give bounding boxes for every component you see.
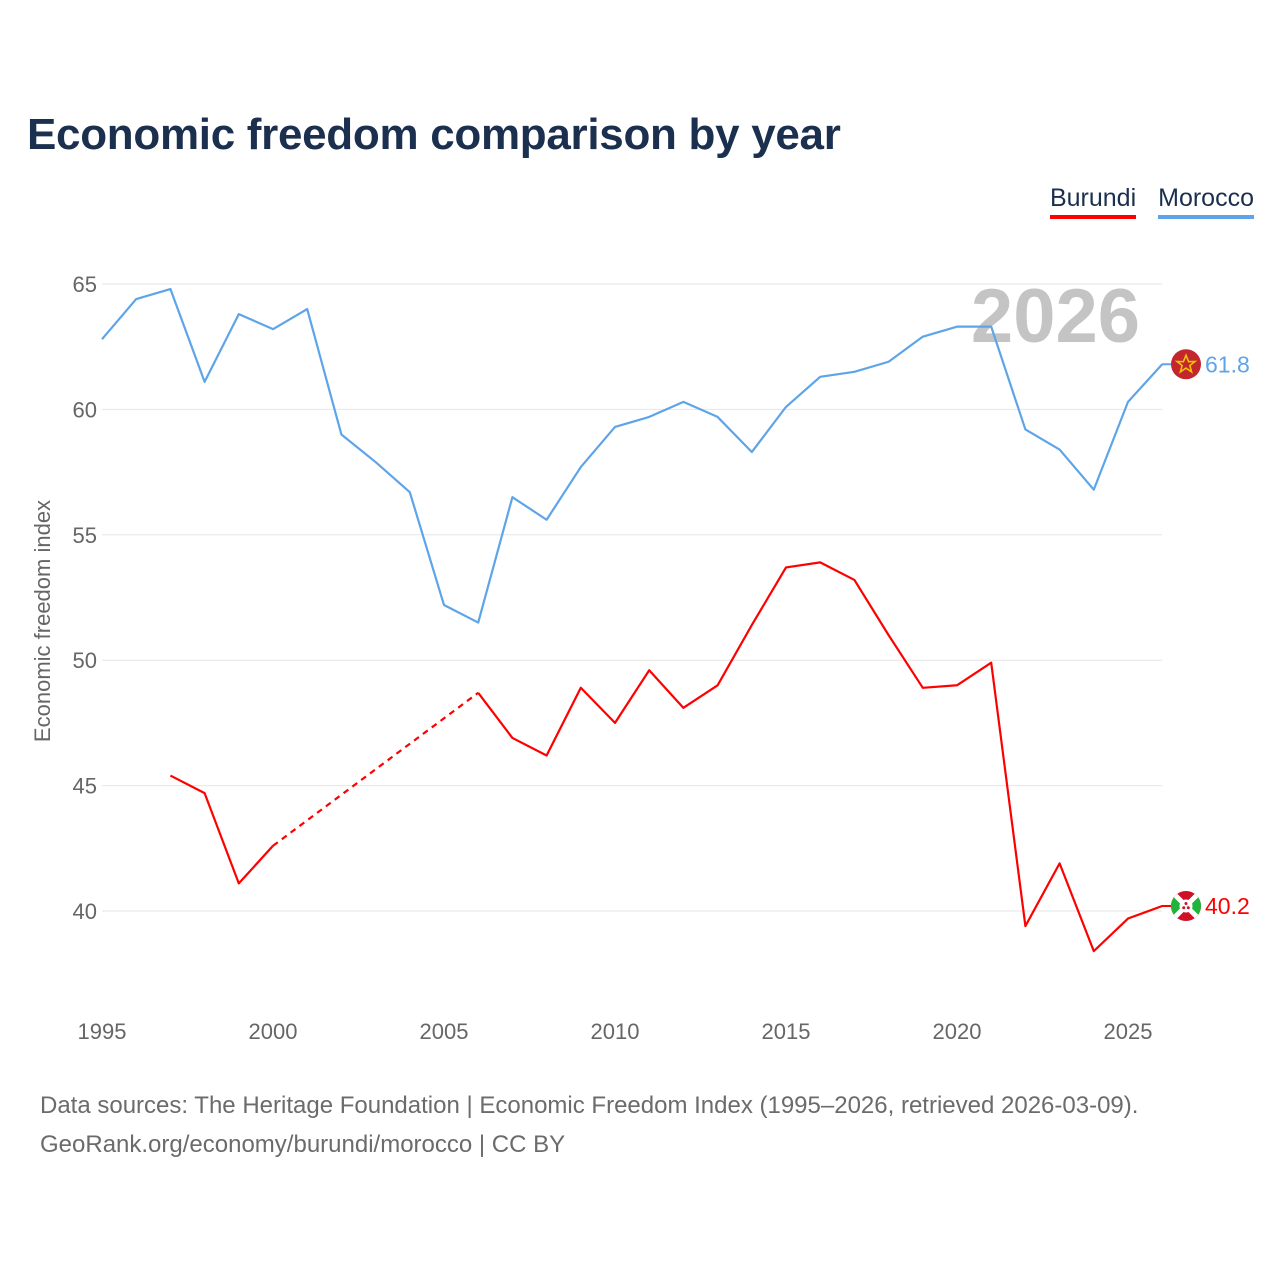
- flag-star: [1174, 353, 1198, 374]
- flag-star: [1182, 906, 1186, 910]
- chart-title: Economic freedom comparison by year: [27, 110, 841, 159]
- y-tick-label: 40: [73, 899, 97, 924]
- series-line-burundi: [477, 561, 1163, 953]
- x-tick-label: 2020: [933, 1019, 982, 1044]
- legend: Burundi Morocco: [1049, 184, 1254, 219]
- x-tick-label: 2005: [420, 1019, 469, 1044]
- y-tick-label: 65: [73, 272, 97, 297]
- y-axis-label: Economic freedom index: [30, 500, 55, 742]
- x-tick-label: 2025: [1104, 1019, 1153, 1044]
- x-tick-label: 2010: [591, 1019, 640, 1044]
- flag-green-left: [1171, 890, 1186, 921]
- legend-item-burundi[interactable]: Burundi: [1049, 184, 1137, 219]
- source-link[interactable]: GeoRank.org/economy/burundi/morocco | CC…: [40, 1131, 566, 1158]
- x-tick-label: 1995: [78, 1019, 127, 1044]
- end-value-label-burundi: 40.2: [1205, 893, 1250, 919]
- flag-body: [1171, 890, 1201, 921]
- y-tick-label: 50: [73, 648, 97, 673]
- y-tick-label: 45: [73, 774, 97, 799]
- year-watermark: 2026: [971, 274, 1140, 359]
- flag-green-right: [1186, 890, 1201, 921]
- x-tick-label: 2015: [762, 1019, 811, 1044]
- y-tick-label: 60: [73, 397, 97, 422]
- series-line-morocco: [101, 287, 1164, 624]
- footer: Data sources: The Heritage Foundation | …: [40, 1086, 1138, 1164]
- series-gap-burundi: [272, 691, 479, 847]
- burundi-flag-icon: [1171, 890, 1201, 921]
- x-tick-label: 2000: [249, 1019, 298, 1044]
- flag-star: [1186, 906, 1190, 910]
- data-source: Data sources: The Heritage Foundation | …: [40, 1092, 1139, 1119]
- series-line-burundi: [169, 774, 274, 885]
- flag-field: [1171, 349, 1201, 380]
- legend-item-morocco[interactable]: Morocco: [1158, 184, 1254, 219]
- morocco-flag-icon: [1171, 349, 1201, 380]
- y-tick-label: 55: [73, 523, 97, 548]
- flag-star: [1184, 901, 1188, 905]
- end-value-label-morocco: 61.8: [1205, 351, 1250, 377]
- flag-disc: [1179, 899, 1193, 913]
